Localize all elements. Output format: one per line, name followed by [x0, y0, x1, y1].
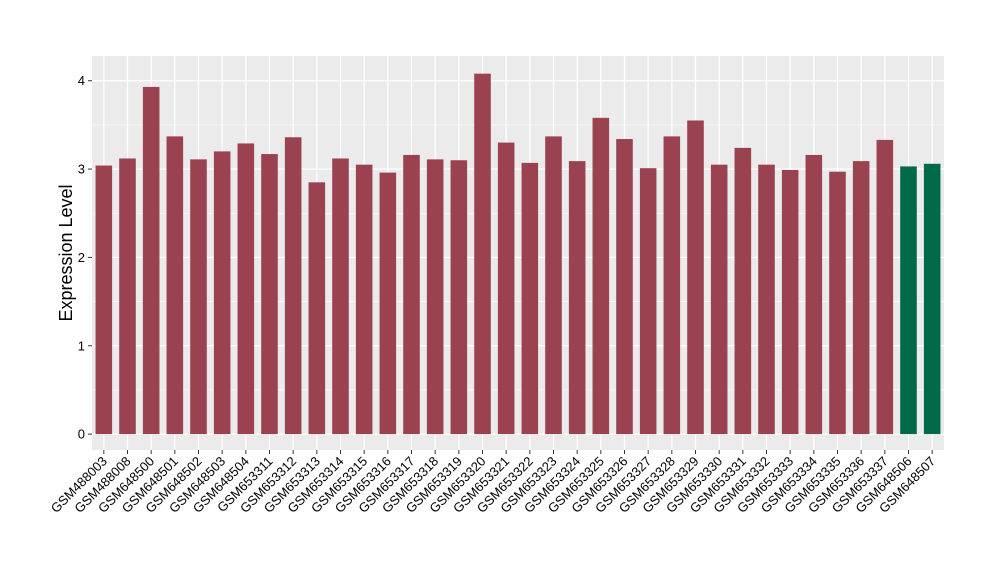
bar-GSM653321: [497, 142, 515, 435]
bar-GSM653327: [639, 168, 657, 435]
bar-GSM648504: [237, 143, 255, 435]
bar-GSM653329: [687, 120, 704, 435]
bar-GSM653335: [829, 171, 846, 435]
bar-GSM653324: [568, 161, 586, 435]
bars: [95, 73, 941, 435]
bar-GSM653317: [403, 154, 420, 435]
bar-GSM653319: [450, 160, 468, 435]
bar-GSM653322: [521, 162, 539, 435]
y-tick-label: 2: [78, 250, 85, 265]
bar-GSM648501: [166, 136, 184, 435]
axes: 01234GSM488003GSM488008GSM648500GSM64850…: [48, 73, 939, 516]
bar-GSM653337: [876, 139, 894, 435]
bar-GSM653320: [474, 73, 491, 435]
y-tick-label: 0: [78, 427, 85, 442]
bar-GSM488008: [119, 158, 136, 435]
bar-GSM653323: [545, 136, 562, 435]
y-tick-label: 3: [78, 162, 85, 177]
y-tick-label: 4: [78, 73, 85, 88]
bar-GSM653326: [616, 139, 633, 435]
bar-GSM653330: [710, 164, 728, 435]
bar-GSM653315: [355, 164, 373, 435]
bar-GSM653331: [734, 147, 752, 435]
bar-GSM648502: [190, 159, 207, 435]
panel-background: [92, 56, 944, 450]
bar-GSM648503: [213, 151, 231, 435]
bar-GSM653316: [379, 172, 397, 435]
bar-GSM648506: [900, 166, 917, 435]
bar-GSM488003: [95, 165, 113, 435]
bar-GSM653312: [284, 137, 302, 435]
bar-GSM653311: [261, 154, 278, 435]
bar-GSM653318: [426, 159, 444, 435]
bar-GSM653328: [663, 136, 681, 435]
bar-GSM653313: [308, 182, 326, 435]
bar-GSM653336: [852, 161, 870, 435]
bar-GSM653314: [332, 158, 349, 435]
bar-GSM653332: [758, 164, 775, 435]
bar-GSM653334: [805, 154, 823, 435]
bar-GSM653325: [592, 117, 610, 435]
bar-GSM653333: [781, 169, 799, 435]
bar-GSM648500: [142, 86, 160, 435]
bar-GSM648507: [923, 163, 941, 435]
y-tick-label: 1: [78, 338, 85, 353]
y-axis-title: Expression Level: [56, 184, 76, 321]
